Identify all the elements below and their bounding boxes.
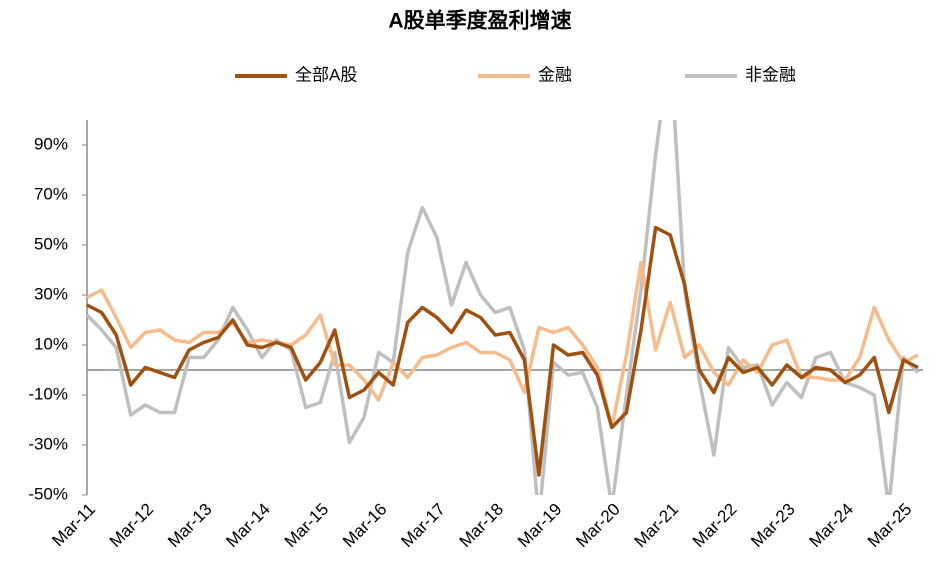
legend-label: 非金融 (745, 65, 796, 84)
series-line (86, 260, 919, 430)
y-tick-label: 30% (34, 284, 68, 303)
series-line (85, 120, 920, 495)
x-tick-label: Mar-13 (164, 500, 216, 552)
x-tick-label: Mar-25 (864, 500, 916, 552)
x-tick-label: Mar-19 (514, 500, 566, 552)
y-tick-label: -50% (28, 484, 68, 503)
x-tick-label: Mar-14 (222, 500, 274, 552)
y-tick-label: 10% (34, 334, 68, 353)
x-tick-label: Mar-15 (281, 500, 333, 552)
x-tick-label: Mar-11 (48, 500, 99, 551)
legend-label: 金融 (538, 65, 572, 84)
y-tick-label: -30% (28, 434, 68, 453)
x-tick-label: Mar-12 (106, 500, 158, 552)
x-tick-label: Mar-20 (572, 500, 624, 552)
y-tick-label: 90% (34, 134, 68, 153)
y-tick-label: 70% (34, 184, 68, 203)
y-tick-label: -10% (28, 384, 68, 403)
series-line (86, 225, 919, 477)
chart-title: A股单季度盈利增速 (388, 9, 571, 33)
x-tick-label: Mar-24 (806, 500, 858, 552)
x-tick-label: Mar-23 (747, 500, 799, 552)
x-tick-label: Mar-16 (339, 500, 391, 552)
legend-label: 全部A股 (295, 65, 357, 84)
y-tick-label: 50% (34, 234, 68, 253)
x-tick-label: Mar-18 (456, 500, 508, 552)
x-tick-label: Mar-22 (689, 500, 741, 552)
x-tick-label: Mar-21 (631, 500, 683, 552)
plot-area (85, 120, 920, 495)
x-tick-label: Mar-17 (397, 500, 449, 552)
